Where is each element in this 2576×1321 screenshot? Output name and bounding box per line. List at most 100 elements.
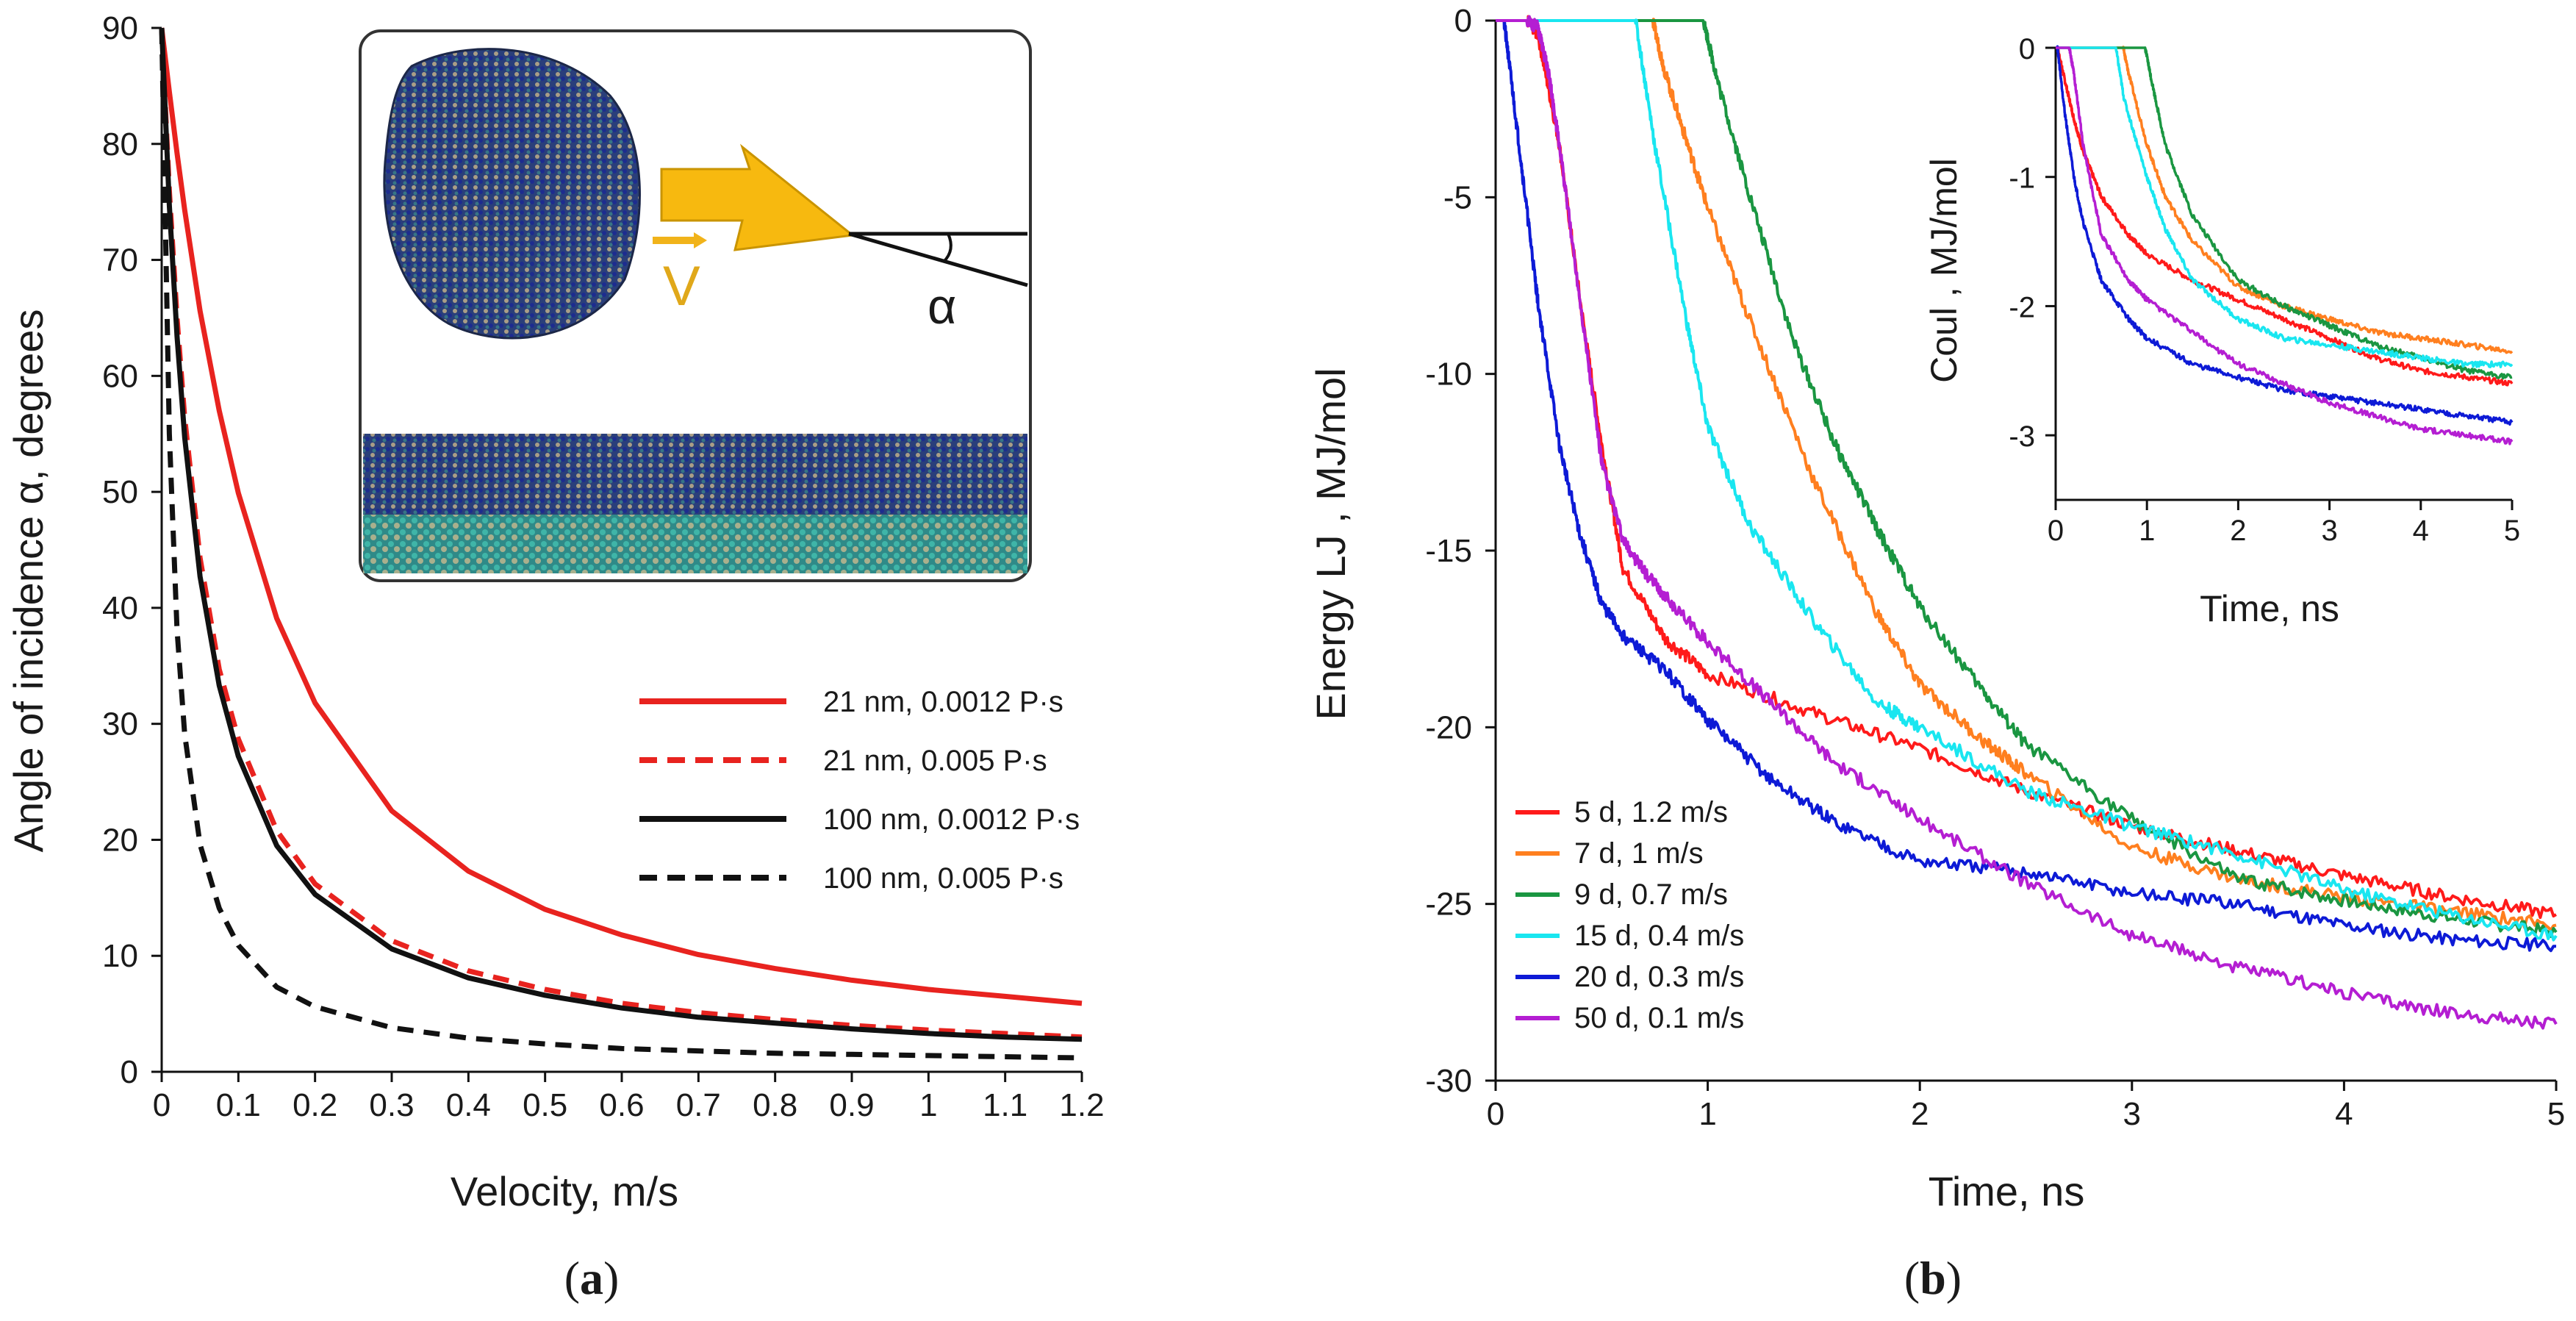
- legend-a-label-1: 21 nm, 0.0012 P·s: [823, 686, 1063, 718]
- panel-b-inset-xlabel: Time, ns: [2200, 588, 2339, 629]
- panel-a-y-tick-label: 20: [102, 822, 138, 858]
- panel-b-inset-y-tick-label: -1: [2009, 162, 2035, 195]
- panel-a-series-line-3: [159, 27, 1083, 1042]
- panel-b-inset-x-tick-label: 1: [2139, 515, 2155, 547]
- panel-b-chart: 0 1 2 3 4 5-30-25-20-15-10-50 5 d, 1.2 m/s7 d…: [1307, 3, 2565, 1304]
- panel-b-inset-x-tick-label: 3: [2321, 515, 2337, 547]
- legend-b-label-4: 15 d, 0.4 m/s: [1574, 920, 1744, 952]
- panel-a-y-tick-label: 70: [102, 243, 138, 279]
- panel-b-y-tick-label: 0: [1454, 3, 1472, 39]
- panel-b-inset-y-tick-label: 0: [2019, 33, 2035, 65]
- panel-b-series-line-6: [1495, 15, 2558, 1030]
- nanodroplet-image: [383, 48, 641, 340]
- velocity-arrow-icon: [660, 143, 855, 251]
- panel-b-letter: b: [1920, 1252, 1946, 1304]
- panel-a-x-tick-label: 0.2: [293, 1087, 337, 1123]
- panel-b-y-tick-label: -20: [1425, 709, 1472, 745]
- panel-a-x-tick-label: 1: [919, 1087, 937, 1123]
- panel-a-ticks: 0 0.1 0.2 0.3 0.4 0.5 0.6 0.7 0.8 0.9 1 1.1 1.2 0 10 20…: [102, 10, 1105, 1123]
- panel-a-y-tick-label: 80: [102, 126, 138, 162]
- panel-a-y-tick-label: 40: [102, 590, 138, 626]
- panel-b-x-tick-label: 3: [2123, 1096, 2141, 1132]
- panel-b-series-line-3: [1496, 19, 2558, 938]
- panel-a-y-tick-label: 0: [121, 1054, 138, 1090]
- panel-a-y-tick-label: 50: [102, 474, 138, 510]
- small-velocity-arrow-icon: [653, 237, 694, 244]
- panel-a-label: (a): [564, 1252, 620, 1304]
- panel-b-inset-series-line-4: [2055, 46, 2514, 368]
- angle-alpha-symbol: α: [928, 279, 956, 334]
- substrate-image: [363, 434, 1027, 515]
- panel-b-series-line-5: [1494, 19, 2557, 953]
- panel-a-ylabel: Angle of incidence α, degrees: [5, 309, 51, 852]
- panel-b-inset-axes: [2054, 48, 2512, 501]
- panel-b-inset-y-tick-label: -2: [2009, 291, 2035, 323]
- panel-a-letter: a: [580, 1252, 603, 1304]
- panel-a-series-line-4: [159, 27, 1083, 1061]
- panel-a-x-tick-label: 0.3: [369, 1087, 414, 1123]
- panel-b-inset-x-tick-label: 4: [2413, 515, 2429, 547]
- legend-b-label-1: 5 d, 1.2 m/s: [1574, 796, 1728, 828]
- panel-a-x-tick-label: 0.1: [216, 1087, 261, 1123]
- panel-b-x-tick-label: 1: [1698, 1096, 1716, 1132]
- panel-a-x-tick-label: 0.8: [753, 1087, 797, 1123]
- panel-b-xlabel: Time, ns: [1929, 1168, 2085, 1214]
- legend-b-label-6: 50 d, 0.1 m/s: [1574, 1002, 1744, 1034]
- panel-b-x-tick-label: 0: [1487, 1096, 1504, 1132]
- panel-b-x-tick-label: 4: [2335, 1096, 2353, 1132]
- panel-a-y-tick-label: 60: [102, 358, 138, 394]
- panel-b-y-tick-label: -15: [1425, 533, 1472, 569]
- panel-a-x-tick-label: 0.5: [523, 1087, 567, 1123]
- panel-a-y-tick-label: 90: [102, 10, 138, 46]
- velocity-symbol: V: [663, 255, 700, 318]
- panel-a-y-tick-label: 30: [102, 706, 138, 742]
- panel-a-series: [159, 27, 1083, 1061]
- legend-a-label-3: 100 nm, 0.0012 P·s: [823, 803, 1080, 836]
- angle-arc: [942, 233, 952, 263]
- legend-b-label-2: 7 d, 1 m/s: [1574, 837, 1704, 870]
- panel-b-ylabel: Energy LJ , MJ/mol: [1307, 368, 1354, 720]
- panel-a-x-tick-label: 0.6: [599, 1087, 644, 1123]
- panel-b-inset-x-tick-label: 0: [2048, 515, 2064, 547]
- trajectory-line: [848, 232, 1028, 287]
- panel-a-x-tick-label: 0: [153, 1087, 171, 1123]
- panel-b-inset-series-line-2: [2056, 46, 2514, 354]
- panel-b-legend: 5 d, 1.2 m/s 7 d, 1 m/s 9 d, 0.7 m/s 15 d, …: [1515, 796, 1744, 1034]
- panel-a-x-tick-label: 0.4: [446, 1087, 491, 1123]
- panel-b-inset-series: [2054, 45, 2514, 445]
- panel-a-x-tick-label: 1.2: [1059, 1087, 1104, 1123]
- panel-b-y-tick-label: -25: [1425, 887, 1472, 923]
- panel-b-series-line-4: [1496, 18, 2558, 942]
- panel-b-inset-y-tick-label: -3: [2009, 420, 2035, 453]
- panel-a-x-tick-label: 0.9: [829, 1087, 874, 1123]
- panel-a-y-tick-label: 10: [102, 938, 138, 974]
- panel-a-series-line-1: [159, 27, 1083, 1006]
- panel-a-xlabel: Velocity, m/s: [451, 1168, 678, 1214]
- panel-b-series: [1494, 15, 2558, 1030]
- panel-b-inset-x-tick-label: 5: [2504, 515, 2520, 547]
- panel-b-inset-series-line-5: [2054, 45, 2514, 426]
- legend-a-label-2: 21 nm, 0.005 P·s: [823, 745, 1047, 777]
- panel-a-inset-image: V α: [359, 29, 1032, 582]
- legend-a-label-4: 100 nm, 0.005 P·s: [823, 862, 1063, 895]
- panel-b-ticks: 0 1 2 3 4 5-30-25-20-15-10-50: [1425, 3, 2565, 1132]
- panel-b-label: (b): [1904, 1252, 1962, 1304]
- panel-b-inset-series-line-6: [2054, 46, 2514, 445]
- panel-a-x-tick-label: 0.7: [676, 1087, 721, 1123]
- panel-b-x-tick-label: 2: [1911, 1096, 1929, 1132]
- panel-b-y-tick-label: -10: [1425, 357, 1472, 393]
- legend-b-label-3: 9 d, 0.7 m/s: [1574, 878, 1728, 911]
- panel-b-x-tick-label: 5: [2547, 1096, 2565, 1132]
- substrate-lower-layer-image: [363, 515, 1027, 573]
- panel-b-y-tick-label: -30: [1425, 1063, 1472, 1099]
- panel-a-chart: 0 0.1 0.2 0.3 0.4 0.5 0.6 0.7 0.8 0.9 1 1.1 1.2 0 10 20…: [5, 10, 1105, 1304]
- panel-b-inset-ticks: 0 1 2 3 4 5 -3 -2 -1 0: [2009, 33, 2520, 547]
- small-velocity-arrowhead-icon: [694, 232, 707, 248]
- legend-b-label-5: 20 d, 0.3 m/s: [1574, 961, 1744, 993]
- panel-a-legend: 21 nm, 0.0012 P·s 21 nm, 0.005 P·s 100 nm,…: [639, 686, 1080, 895]
- panel-b-inset-series-line-1: [2054, 46, 2514, 387]
- panel-a-x-tick-label: 1.1: [983, 1087, 1027, 1123]
- panel-b-inset-ylabel: Coul , MJ/mol: [1923, 158, 1965, 383]
- panel-b-inset-x-tick-label: 2: [2230, 515, 2246, 547]
